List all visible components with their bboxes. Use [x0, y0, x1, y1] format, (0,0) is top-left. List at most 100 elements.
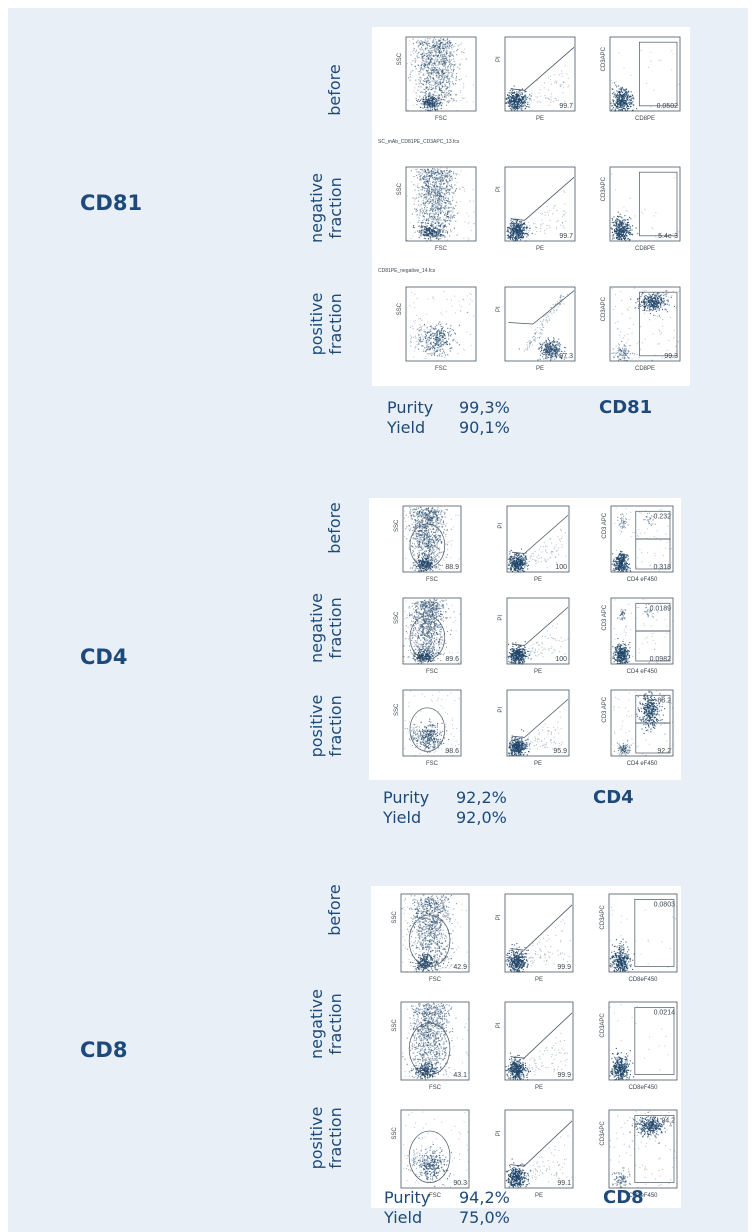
plot-frame [609, 286, 681, 362]
event-dots [403, 598, 461, 665]
plot-pi-pe: PE PI 99.9 [491, 1000, 575, 1092]
plot-cd3-cd4: CD4 eF450 CD3 APC 88.2 92.2 [597, 688, 675, 768]
gate-ellipse [409, 523, 446, 568]
plot-frame [608, 1001, 678, 1081]
x-axis-label: PE [534, 761, 542, 767]
x-axis-label: PE [536, 366, 544, 372]
gate-box [639, 41, 678, 107]
gate-value: 94.2 [661, 1117, 675, 1124]
gate-value: 43.1 [453, 1072, 467, 1079]
plot-ssc-fsc: FSC SSC [392, 285, 478, 373]
y-axis-label: SSC [394, 703, 400, 716]
y-axis-label: PI [496, 914, 502, 920]
purity-value: 94,2% [459, 1188, 510, 1207]
gate-value: 0.0502 [657, 103, 679, 110]
row-label-negative-fraction: negative fraction [307, 989, 345, 1059]
purity-label: Purity [383, 788, 430, 807]
gate-value: 99.7 [559, 103, 573, 110]
plot-ssc-fsc: FSC SSC [392, 35, 478, 123]
gate-value: 89.6 [445, 656, 459, 663]
row-label-positive-fraction: positive fraction [307, 1106, 345, 1170]
plot-frame [608, 1109, 678, 1189]
plot-ssc-fsc: FSC SSC 88.9 [389, 504, 463, 584]
y-axis-label: PI [498, 615, 504, 621]
gate-value: 0.0189 [650, 605, 672, 612]
row-label-before: before [324, 884, 344, 936]
event-dots [406, 37, 474, 112]
plot-frame [609, 36, 681, 112]
yield-value: 92,0% [456, 808, 507, 827]
x-axis-label: FSC [435, 366, 448, 372]
x-axis-label: CD8eF450 [628, 1193, 658, 1199]
gate-box [639, 291, 678, 357]
plot-grid: FSC SSC 88.9 PE PI 100 CD4 eF450 CD3 APC 0.232… [369, 498, 681, 780]
y-axis-label: CD3APC [601, 176, 607, 201]
purity-label: Purity [387, 398, 434, 417]
plot-frame [608, 893, 678, 973]
plot-ssc-fsc: FSC SSC 90.3 [387, 1108, 471, 1200]
plot-frame [610, 597, 674, 665]
event-dots [505, 919, 571, 973]
gate-line [510, 47, 575, 91]
y-axis-label: SSC [397, 302, 403, 315]
gate-value: 95.9 [553, 748, 567, 755]
x-axis-label: CD8eF450 [628, 1085, 658, 1091]
gate-ellipse [409, 615, 446, 660]
plot-cd3-cd8: CD8eF450 CD3APC 94.2 [595, 1108, 679, 1200]
x-axis-label: FSC [435, 246, 448, 252]
x-axis-label: FSC [429, 977, 442, 983]
y-axis-label: CD3APC [600, 1013, 606, 1038]
gate-ellipse [409, 707, 446, 752]
gate-value: 88.2 [657, 697, 671, 704]
plot-cd3-cd8: CD8eF450 CD3APC 0.0803 [595, 892, 679, 984]
plot-ssc-fsc: FSC SSC [392, 165, 478, 253]
y-axis-label: SSC [397, 182, 403, 195]
yield-label: Yield [383, 808, 422, 827]
plot-frame [405, 36, 477, 112]
plot-frame [405, 286, 477, 362]
plot-frame [506, 597, 570, 665]
y-axis-label: SSC [392, 1019, 398, 1032]
gate-value: 92.2 [657, 748, 671, 755]
plot-ssc-fsc: FSC SSC 43.1 [387, 1000, 471, 1092]
event-dots [518, 293, 568, 361]
y-axis-label: SSC [394, 519, 400, 532]
gate-value: 88.9 [445, 564, 459, 571]
gate-value: 99.1 [557, 1180, 571, 1187]
yield-label: Yield [384, 1208, 423, 1227]
gate-box [635, 538, 671, 570]
gate-line [511, 698, 569, 738]
gate-box [635, 722, 671, 754]
marker-label-cd81: CD81 [80, 191, 143, 215]
row-label-negative-fraction: negative fraction [307, 593, 345, 663]
gate-value: 0.0982 [650, 656, 672, 663]
gate-value: 0.318 [653, 564, 671, 571]
section-cd81: CD81 before negative fraction positive f… [8, 8, 748, 458]
plot-frame [400, 893, 470, 973]
y-axis-label: SSC [394, 611, 400, 624]
row-label-before: before [324, 502, 344, 554]
figure-canvas: CD81 before negative fraction positive f… [8, 8, 748, 1232]
plot-cd3-cd8: CD8eF450 CD3APC 0.0214 [595, 1000, 679, 1092]
plot-pi-pe: PE PI 95.9 [493, 688, 571, 768]
plot-frame [504, 166, 576, 242]
event-dots [507, 529, 567, 573]
gate-line [508, 290, 575, 325]
event-dots [505, 65, 570, 111]
gate-box [634, 1115, 675, 1183]
plot-pi-pe: PE PI 99.7 [491, 165, 577, 253]
yield-value: 90,1% [459, 418, 510, 437]
plot-frame [506, 505, 570, 573]
row-label-positive-fraction: positive fraction [307, 292, 345, 356]
gate-line [510, 1012, 573, 1059]
gate-value: 100 [555, 656, 567, 663]
gate-value: 99.3 [664, 353, 678, 360]
x-axis-label: PE [534, 669, 542, 675]
event-dots [505, 1032, 568, 1081]
y-axis-label: SSC [392, 911, 398, 924]
gate-line [511, 514, 569, 554]
x-axis-label: PE [536, 116, 544, 122]
event-dots [609, 1110, 678, 1189]
gate-ellipse [408, 1130, 451, 1183]
plot-grid: FSC SSC 42.9 PE PI 99.9 CD8eF450 CD3APC 0.0803… [371, 886, 681, 1208]
